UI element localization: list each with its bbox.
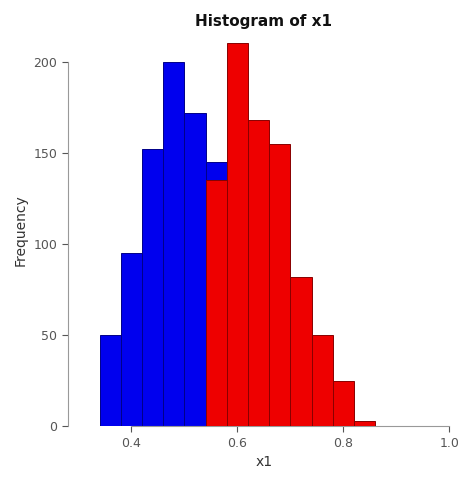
Bar	[333, 381, 354, 426]
Bar	[184, 113, 206, 426]
Bar	[163, 61, 184, 426]
Bar	[100, 335, 121, 426]
Bar	[216, 253, 237, 426]
Bar	[354, 421, 375, 426]
Title: Histogram of x1: Histogram of x1	[195, 14, 332, 29]
Bar	[227, 43, 248, 426]
Bar	[206, 162, 227, 426]
Bar	[291, 277, 311, 426]
X-axis label: x1: x1	[255, 455, 273, 469]
Bar	[248, 120, 269, 426]
Bar	[206, 180, 227, 426]
Bar	[227, 357, 248, 426]
Bar	[121, 253, 142, 426]
Bar	[311, 335, 333, 426]
Bar	[269, 143, 291, 426]
Y-axis label: Frequency: Frequency	[14, 194, 28, 266]
Bar	[142, 149, 163, 426]
